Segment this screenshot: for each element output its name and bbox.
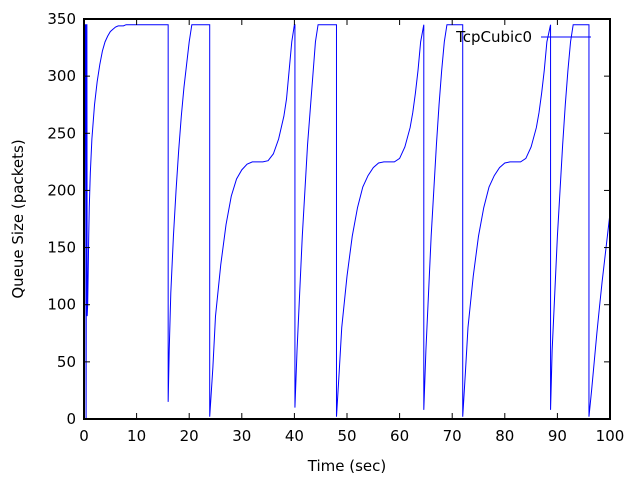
x-tick-label: 10 bbox=[127, 427, 146, 445]
y-tick-label: 250 bbox=[47, 124, 76, 142]
y-tick-label: 200 bbox=[47, 181, 76, 199]
x-tick-label: 70 bbox=[443, 427, 462, 445]
x-tick-label: 0 bbox=[79, 427, 89, 445]
legend: TcpCubic0 bbox=[455, 28, 591, 46]
y-tick-label: 300 bbox=[47, 67, 76, 85]
x-tick-label: 40 bbox=[285, 427, 304, 445]
plot-frame bbox=[83, 18, 611, 420]
y-tick-label: 0 bbox=[66, 410, 76, 428]
y-tick-label: 100 bbox=[47, 296, 76, 314]
x-axis-title: Time (sec) bbox=[307, 457, 386, 475]
x-tick-label: 90 bbox=[548, 427, 567, 445]
y-axis-title: Queue Size (packets) bbox=[9, 139, 27, 298]
ticks-layer: 0 10 20 30 40 50 60 70 80 90 100 0 50 100 150 200 250 300… bbox=[47, 10, 624, 445]
y-tick-label: 150 bbox=[47, 239, 76, 257]
x-tick-label: 100 bbox=[596, 427, 625, 445]
y-tick-label: 350 bbox=[47, 10, 76, 28]
series-line-tcpcubic0 bbox=[83, 24, 611, 420]
x-tick-label: 60 bbox=[390, 427, 409, 445]
y-tick-label: 50 bbox=[57, 353, 76, 371]
legend-label: TcpCubic0 bbox=[455, 28, 532, 46]
x-tick-label: 30 bbox=[232, 427, 251, 445]
x-tick-label: 80 bbox=[495, 427, 514, 445]
plot-layer bbox=[83, 24, 611, 420]
x-tick-label: 50 bbox=[337, 427, 356, 445]
x-tick-label: 20 bbox=[180, 427, 199, 445]
